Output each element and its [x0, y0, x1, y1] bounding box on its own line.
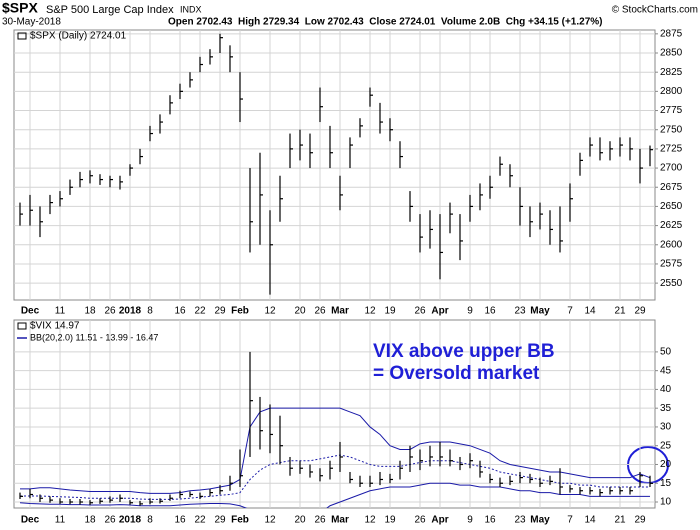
x-tick-label: 12: [364, 306, 376, 317]
legend-entry: BB(20,2.0) 11.51 - 13.99 - 16.47: [30, 332, 158, 342]
x-tick-label: 23: [514, 515, 526, 526]
annotation: VIX above upper BB: [373, 341, 555, 362]
y-tick-label: 2625: [660, 220, 683, 231]
x-tick-label: 26: [314, 515, 326, 526]
x-tick-label: 11: [55, 306, 66, 317]
x-tick-label: 7: [567, 306, 573, 317]
y-tick-label: 30: [660, 422, 672, 433]
x-tick-label: 29: [214, 515, 226, 526]
legend-entry: $VIX 14.97: [30, 321, 80, 332]
y-tick-label: 2550: [660, 278, 683, 289]
y-tick-label: 10: [660, 497, 672, 508]
x-tick-label: 23: [514, 306, 526, 317]
y-tick-label: 25: [660, 440, 672, 451]
x-tick-label: 26: [104, 306, 116, 317]
x-tick-label: Mar: [331, 306, 349, 317]
y-tick-label: 2775: [660, 105, 683, 116]
index-name: S&P 500 Large Cap Index: [46, 4, 174, 16]
x-tick-label: 16: [174, 515, 186, 526]
x-tick-label: 11: [55, 515, 66, 526]
x-tick-label: 9: [467, 306, 473, 317]
x-tick-label: 26: [104, 515, 116, 526]
date: 30-May-2018: [2, 17, 61, 28]
x-tick-label: 21: [614, 515, 626, 526]
x-tick-label: 29: [214, 306, 226, 317]
x-tick-label: 16: [484, 515, 496, 526]
x-tick-label: 8: [147, 306, 153, 317]
y-tick-label: 2600: [660, 239, 683, 250]
y-tick-label: 2750: [660, 124, 683, 135]
x-tick-label: 2018: [119, 306, 142, 317]
y-tick-label: 45: [660, 365, 672, 376]
y-tick-label: 2675: [660, 182, 683, 193]
x-tick-label: 12: [264, 515, 276, 526]
x-tick-label: 26: [414, 306, 426, 317]
legend-icon: [17, 32, 27, 40]
x-tick-label: 18: [84, 515, 96, 526]
x-tick-label: 19: [384, 515, 396, 526]
x-tick-label: 8: [147, 515, 153, 526]
plot-area: [14, 320, 655, 508]
y-tick-label: 2875: [660, 28, 683, 39]
x-tick-label: 20: [294, 515, 306, 526]
legend-icon: [17, 322, 27, 330]
y-tick-label: 50: [660, 347, 672, 358]
x-tick-label: 12: [264, 306, 276, 317]
plot-area: [14, 30, 655, 300]
panel-frame: [13, 319, 656, 509]
y-tick-label: 2650: [660, 201, 683, 212]
x-tick-label: Apr: [431, 515, 448, 526]
x-tick-label: 18: [84, 306, 96, 317]
symbol: $SPX: [2, 0, 38, 16]
x-tick-label: 20: [294, 306, 306, 317]
x-tick-label: 7: [567, 515, 573, 526]
x-tick-label: 16: [174, 306, 186, 317]
x-tick-label: Dec: [21, 515, 40, 526]
y-tick-label: 2700: [660, 163, 683, 174]
x-tick-label: 12: [364, 515, 376, 526]
x-tick-label: 2018: [119, 515, 142, 526]
y-tick-label: 15: [660, 478, 672, 489]
y-tick-label: 2850: [660, 48, 683, 59]
annotation: = Oversold market: [373, 363, 540, 384]
quote: Open 2702.43 High 2729.34 Low 2702.43 Cl…: [168, 17, 602, 28]
x-tick-label: 22: [194, 515, 206, 526]
y-tick-label: 2575: [660, 259, 683, 270]
x-tick-label: Mar: [331, 515, 349, 526]
x-tick-label: 9: [467, 515, 473, 526]
exchange: INDX: [180, 4, 202, 14]
x-tick-label: Feb: [231, 306, 249, 317]
x-tick-label: May: [530, 515, 550, 526]
y-tick-label: 2825: [660, 67, 683, 78]
x-tick-label: Feb: [231, 515, 249, 526]
x-tick-label: 21: [614, 306, 626, 317]
x-tick-label: 29: [634, 515, 646, 526]
x-tick-label: Dec: [21, 306, 40, 317]
y-tick-label: 40: [660, 384, 672, 395]
x-tick-label: 16: [484, 306, 496, 317]
y-tick-label: 35: [660, 403, 672, 414]
source: © StockCharts.com: [612, 5, 698, 16]
x-tick-label: 29: [634, 306, 646, 317]
bb-middle: [20, 454, 651, 500]
x-tick-label: May: [530, 306, 550, 317]
x-tick-label: 14: [584, 515, 596, 526]
x-tick-label: 22: [194, 306, 206, 317]
bb-lower: [19, 482, 651, 508]
x-tick-label: 19: [384, 306, 396, 317]
x-tick-label: 14: [584, 306, 596, 317]
x-tick-label: 26: [414, 515, 426, 526]
y-tick-label: 2725: [660, 144, 683, 155]
x-tick-label: Apr: [431, 306, 448, 317]
y-tick-label: 20: [660, 459, 672, 470]
panel-frame: [13, 29, 656, 301]
y-tick-label: 2800: [660, 86, 683, 97]
bb-upper: [20, 407, 651, 494]
x-tick-label: 26: [314, 306, 326, 317]
legend-entry: $SPX (Daily) 2724.01: [30, 31, 127, 42]
